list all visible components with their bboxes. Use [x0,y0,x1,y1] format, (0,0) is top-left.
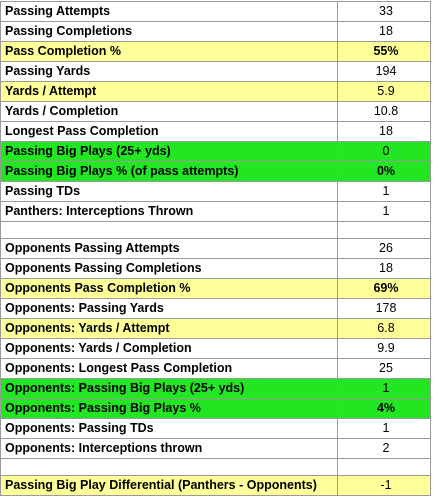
stat-value[interactable]: 55% [337,41,431,62]
stat-value[interactable]: 4% [337,398,431,419]
stat-value[interactable]: 69% [337,278,431,299]
empty-cell[interactable] [0,458,338,476]
stat-value[interactable]: 25 [337,358,431,379]
stat-label[interactable]: Passing Yards [0,61,338,82]
stat-value[interactable]: 194 [337,61,431,82]
row-big-play-differential: Passing Big Play Differential (Panthers … [0,475,431,496]
row-opp-yards-per-attempt: Opponents: Yards / Attempt 6.8 [0,318,431,339]
row-opp-big-plays: Opponents: Passing Big Plays (25+ yds) 1 [0,378,431,399]
empty-cell[interactable] [0,221,338,239]
stat-label[interactable]: Opponents Passing Attempts [0,238,338,259]
stat-label[interactable]: Passing Completions [0,21,338,42]
empty-cell[interactable] [337,221,431,239]
stat-value[interactable]: 2 [337,438,431,459]
stat-value[interactable]: 1 [337,181,431,202]
stat-label[interactable]: Opponents: Yards / Completion [0,338,338,359]
stat-value[interactable]: 33 [337,1,431,22]
stat-label[interactable]: Opponents: Interceptions thrown [0,438,338,459]
stat-label[interactable]: Yards / Attempt [0,81,338,102]
stat-value[interactable]: 0 [337,141,431,162]
row-opp-yards-per-completion: Opponents: Yards / Completion 9.9 [0,338,431,359]
stat-label[interactable]: Opponents: Passing Big Plays (25+ yds) [0,378,338,399]
stat-label[interactable]: Opponents: Passing Yards [0,298,338,319]
stat-value[interactable]: 9.9 [337,338,431,359]
stat-value[interactable]: -1 [337,475,431,496]
stat-label[interactable]: Passing Big Plays % (of pass attempts) [0,161,338,182]
stat-value[interactable]: 18 [337,21,431,42]
row-yards-per-attempt: Yards / Attempt 5.9 [0,81,431,102]
row-interceptions: Panthers: Interceptions Thrown 1 [0,201,431,222]
stat-value[interactable]: 26 [337,238,431,259]
stat-value[interactable]: 18 [337,121,431,142]
row-opp-pass-completion-pct: Opponents Pass Completion % 69% [0,278,431,299]
row-pass-completion-pct: Pass Completion % 55% [0,41,431,62]
stat-value[interactable]: 1 [337,418,431,439]
stat-label[interactable]: Opponents: Passing Big Plays % [0,398,338,419]
stat-value[interactable]: 6.8 [337,318,431,339]
stat-label[interactable]: Opponents: Longest Pass Completion [0,358,338,379]
spacer-row [0,458,431,476]
stat-label[interactable]: Opponents: Passing TDs [0,418,338,439]
stat-value[interactable]: 18 [337,258,431,279]
stat-value[interactable]: 178 [337,298,431,319]
stat-value[interactable]: 5.9 [337,81,431,102]
stat-label[interactable]: Passing Attempts [0,1,338,22]
row-yards-per-completion: Yards / Completion 10.8 [0,101,431,122]
empty-cell[interactable] [337,458,431,476]
stat-label[interactable]: Opponents Passing Completions [0,258,338,279]
stat-value[interactable]: 10.8 [337,101,431,122]
row-passing-tds: Passing TDs 1 [0,181,431,202]
row-opp-longest-pass: Opponents: Longest Pass Completion 25 [0,358,431,379]
row-opp-passing-attempts: Opponents Passing Attempts 26 [0,238,431,259]
row-passing-attempts: Passing Attempts 33 [0,1,431,22]
row-opp-interceptions: Opponents: Interceptions thrown 2 [0,438,431,459]
row-passing-completions: Passing Completions 18 [0,21,431,42]
stat-label[interactable]: Opponents: Yards / Attempt [0,318,338,339]
stat-label[interactable]: Longest Pass Completion [0,121,338,142]
row-opp-passing-completions: Opponents Passing Completions 18 [0,258,431,279]
stat-value[interactable]: 1 [337,378,431,399]
stat-label[interactable]: Yards / Completion [0,101,338,122]
row-opp-big-plays-pct: Opponents: Passing Big Plays % 4% [0,398,431,419]
stat-label[interactable]: Passing Big Plays (25+ yds) [0,141,338,162]
stat-label[interactable]: Panthers: Interceptions Thrown [0,201,338,222]
stat-label[interactable]: Pass Completion % [0,41,338,62]
row-opp-passing-tds: Opponents: Passing TDs 1 [0,418,431,439]
row-passing-yards: Passing Yards 194 [0,61,431,82]
stat-label[interactable]: Opponents Pass Completion % [0,278,338,299]
row-opp-passing-yards: Opponents: Passing Yards 178 [0,298,431,319]
spacer-row [0,221,431,239]
stat-label[interactable]: Passing Big Play Differential (Panthers … [0,475,338,496]
row-big-plays: Passing Big Plays (25+ yds) 0 [0,141,431,162]
stat-value[interactable]: 0% [337,161,431,182]
row-big-plays-pct: Passing Big Plays % (of pass attempts) 0… [0,161,431,182]
stat-value[interactable]: 1 [337,201,431,222]
stat-label[interactable]: Passing TDs [0,181,338,202]
row-longest-pass: Longest Pass Completion 18 [0,121,431,142]
